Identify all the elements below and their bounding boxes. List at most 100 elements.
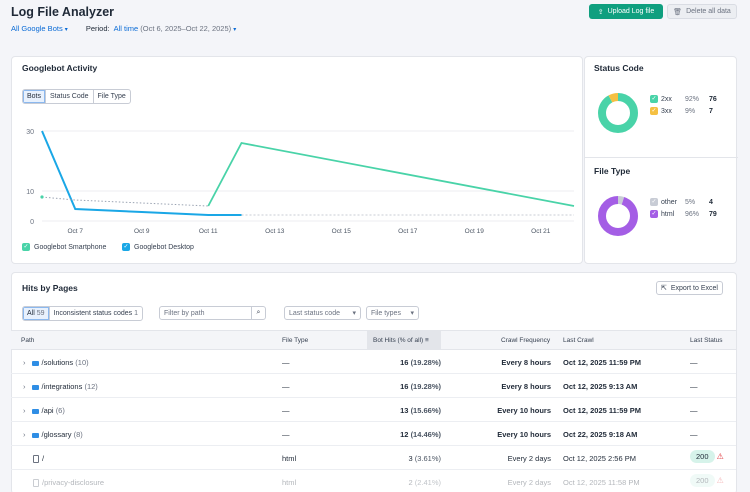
chevron-down-icon: ▾ [410, 310, 414, 317]
table-row[interactable]: › /api (6) — 13 (15.66%) Every 10 hours Oct 1… [11, 398, 736, 422]
row-path[interactable]: /privacy-disclosure [42, 478, 105, 487]
row-path[interactable]: /api [41, 406, 54, 415]
tab-status-code[interactable]: Status Code [46, 90, 94, 103]
row-child-count: (8) [73, 430, 83, 439]
table-row[interactable]: › /solutions (10) — 16 (19.28%) Every 8 hour… [11, 350, 736, 374]
tab-file-type[interactable]: File Type [97, 93, 126, 100]
last-status-code-dropdown[interactable]: Last status code ▾ [284, 306, 361, 320]
expand-chevron-icon[interactable]: › [23, 358, 26, 367]
table-row[interactable]: / html 3 (3.61%) Every 2 days Oct 12, 2025 2… [11, 446, 736, 470]
row-bot-hits: 16 (19.28%) [400, 358, 441, 367]
x-tick-label: Oct 17 [398, 228, 418, 235]
sort-icon[interactable]: ≡ [425, 337, 429, 344]
y-tick-label: 30 [26, 129, 34, 136]
folder-icon [31, 384, 39, 390]
period-label: Period: [85, 24, 110, 33]
series-line-desktop [41, 130, 242, 216]
file-types-dropdown[interactable]: File types ▾ [366, 306, 419, 320]
chevron-down-icon: ▾ [233, 27, 237, 33]
row-bot-hits: 16 (19.28%) [400, 382, 441, 391]
hits-segment: All 59 Inconsistent status codes 1 [22, 306, 143, 321]
row-last-status: — [690, 358, 698, 367]
expand-chevron-icon[interactable]: › [23, 406, 26, 415]
row-file-type: html [282, 478, 297, 487]
checkbox-icon: ✓ [650, 95, 658, 103]
page-title: Log File Analyzer [11, 5, 115, 19]
activity-tabs: Bots Status Code File Type [22, 89, 131, 104]
filter-row: All Google Bots ▾ Period: All time (Oct … [11, 24, 236, 33]
row-path[interactable]: / [42, 454, 45, 463]
row-last-status-cell: 200 ⚠ [690, 474, 724, 487]
row-path-cell: › /solutions (10) [23, 358, 89, 367]
expand-chevron-icon[interactable]: › [23, 430, 26, 439]
x-tick-label: Oct 21 [531, 228, 551, 235]
status-code-donut [598, 93, 638, 133]
series-line-smartphone [207, 141, 575, 207]
row-path[interactable]: /integrations [41, 382, 83, 391]
expand-chevron-icon[interactable]: › [23, 382, 26, 391]
legend-desktop[interactable]: ✓ Googlebot Desktop [122, 243, 194, 251]
legend-row-2xx[interactable]: ✓ 2xx 92% 76 [650, 95, 717, 103]
col-last-crawl[interactable]: Last Crawl [563, 337, 594, 344]
y-tick-label: 10 [26, 189, 34, 196]
tab-bots[interactable]: Bots [23, 90, 47, 103]
row-crawl-frequency: Every 8 hours [501, 358, 551, 367]
donut-slice-2xx [598, 93, 638, 133]
segment-inconsistent[interactable]: Inconsistent status codes 1 [53, 310, 138, 317]
row-path-cell: / [23, 454, 45, 464]
row-file-type: — [282, 358, 290, 367]
chevron-down-icon: ▾ [64, 27, 68, 33]
donut-slice-html [598, 196, 638, 236]
row-last-crawl: Oct 12, 2025 11:59 PM [563, 406, 641, 415]
export-icon: ⇱ [661, 285, 667, 292]
legend-smartphone[interactable]: ✓ Googlebot Smartphone [22, 243, 107, 251]
checkbox-icon: ✓ [650, 198, 658, 206]
x-tick-label: Oct 19 [465, 228, 485, 235]
upload-log-file-button[interactable]: ⇪ Upload Log file [589, 4, 663, 19]
file-icon [33, 455, 39, 464]
legend-row-other[interactable]: ✓ other 5% 4 [650, 198, 713, 206]
status-badge: 200 [690, 474, 715, 487]
delete-all-data-button[interactable]: 🗑 Delete all data [667, 4, 737, 19]
row-child-count: (6) [55, 406, 65, 415]
status-code-title: Status Code [594, 63, 644, 73]
file-icon [33, 479, 39, 488]
table-row[interactable]: › /glossary (8) — 12 (14.46%) Every 10 hours… [11, 422, 736, 446]
bots-filter-dropdown[interactable]: All Google Bots ▾ [11, 24, 68, 33]
period-dropdown[interactable]: All time (Oct 6, 2025–Oct 22, 2025) ▾ [113, 24, 237, 33]
divider [585, 157, 738, 158]
col-path[interactable]: Path [21, 337, 35, 344]
row-last-status-cell: — [690, 358, 698, 367]
activity-chart: 30 10 0 Oct 7 Oct 9 Oct 11 Oct 13 Oct 15 Oct 17 O… [26, 129, 575, 235]
row-file-type: — [282, 382, 290, 391]
col-last-status[interactable]: Last Status [690, 337, 723, 344]
hits-by-pages-panel: Hits by Pages ⇱ Export to Excel All 59 In… [11, 272, 737, 492]
series-line-smartphone-dashed [41, 196, 209, 207]
row-last-crawl: Oct 12, 2025 11:59 PM [563, 358, 641, 367]
segment-all[interactable]: All 59 [23, 307, 50, 320]
file-type-title: File Type [594, 166, 631, 176]
row-last-status-cell: — [690, 382, 698, 391]
legend-row-html[interactable]: ✓ html 96% 79 [650, 210, 717, 218]
checkbox-icon: ✓ [650, 210, 658, 218]
x-tick-label: Oct 15 [332, 228, 352, 235]
row-path[interactable]: /solutions [41, 358, 74, 367]
row-file-type: — [282, 430, 290, 439]
row-bot-hits: 13 (15.66%) [400, 406, 441, 415]
series-point-smartphone [40, 195, 44, 199]
warning-icon: ⚠ [716, 476, 724, 485]
col-file-type[interactable]: File Type [282, 337, 309, 344]
legend-row-3xx[interactable]: ✓ 3xx 9% 7 [650, 107, 713, 115]
checkbox-icon: ✓ [22, 243, 30, 251]
path-filter-input[interactable]: Filter by path ⌕ [159, 306, 266, 320]
col-bot-hits[interactable]: Bot Hits (% of all) ≡ [373, 337, 429, 344]
activity-title: Googlebot Activity [22, 63, 98, 73]
table-row[interactable]: /privacy-disclosure html 2 (2.41%) Every 2 … [11, 470, 736, 492]
folder-icon [31, 360, 39, 366]
export-excel-button[interactable]: ⇱ Export to Excel [656, 281, 723, 295]
row-path-cell: › /api (6) [23, 406, 65, 415]
table-row[interactable]: › /integrations (12) — 16 (19.28%) Every 8 h… [11, 374, 736, 398]
row-path[interactable]: /glossary [41, 430, 72, 439]
col-crawl-frequency[interactable]: Crawl Frequency [501, 337, 551, 344]
search-icon[interactable]: ⌕ [251, 306, 265, 320]
